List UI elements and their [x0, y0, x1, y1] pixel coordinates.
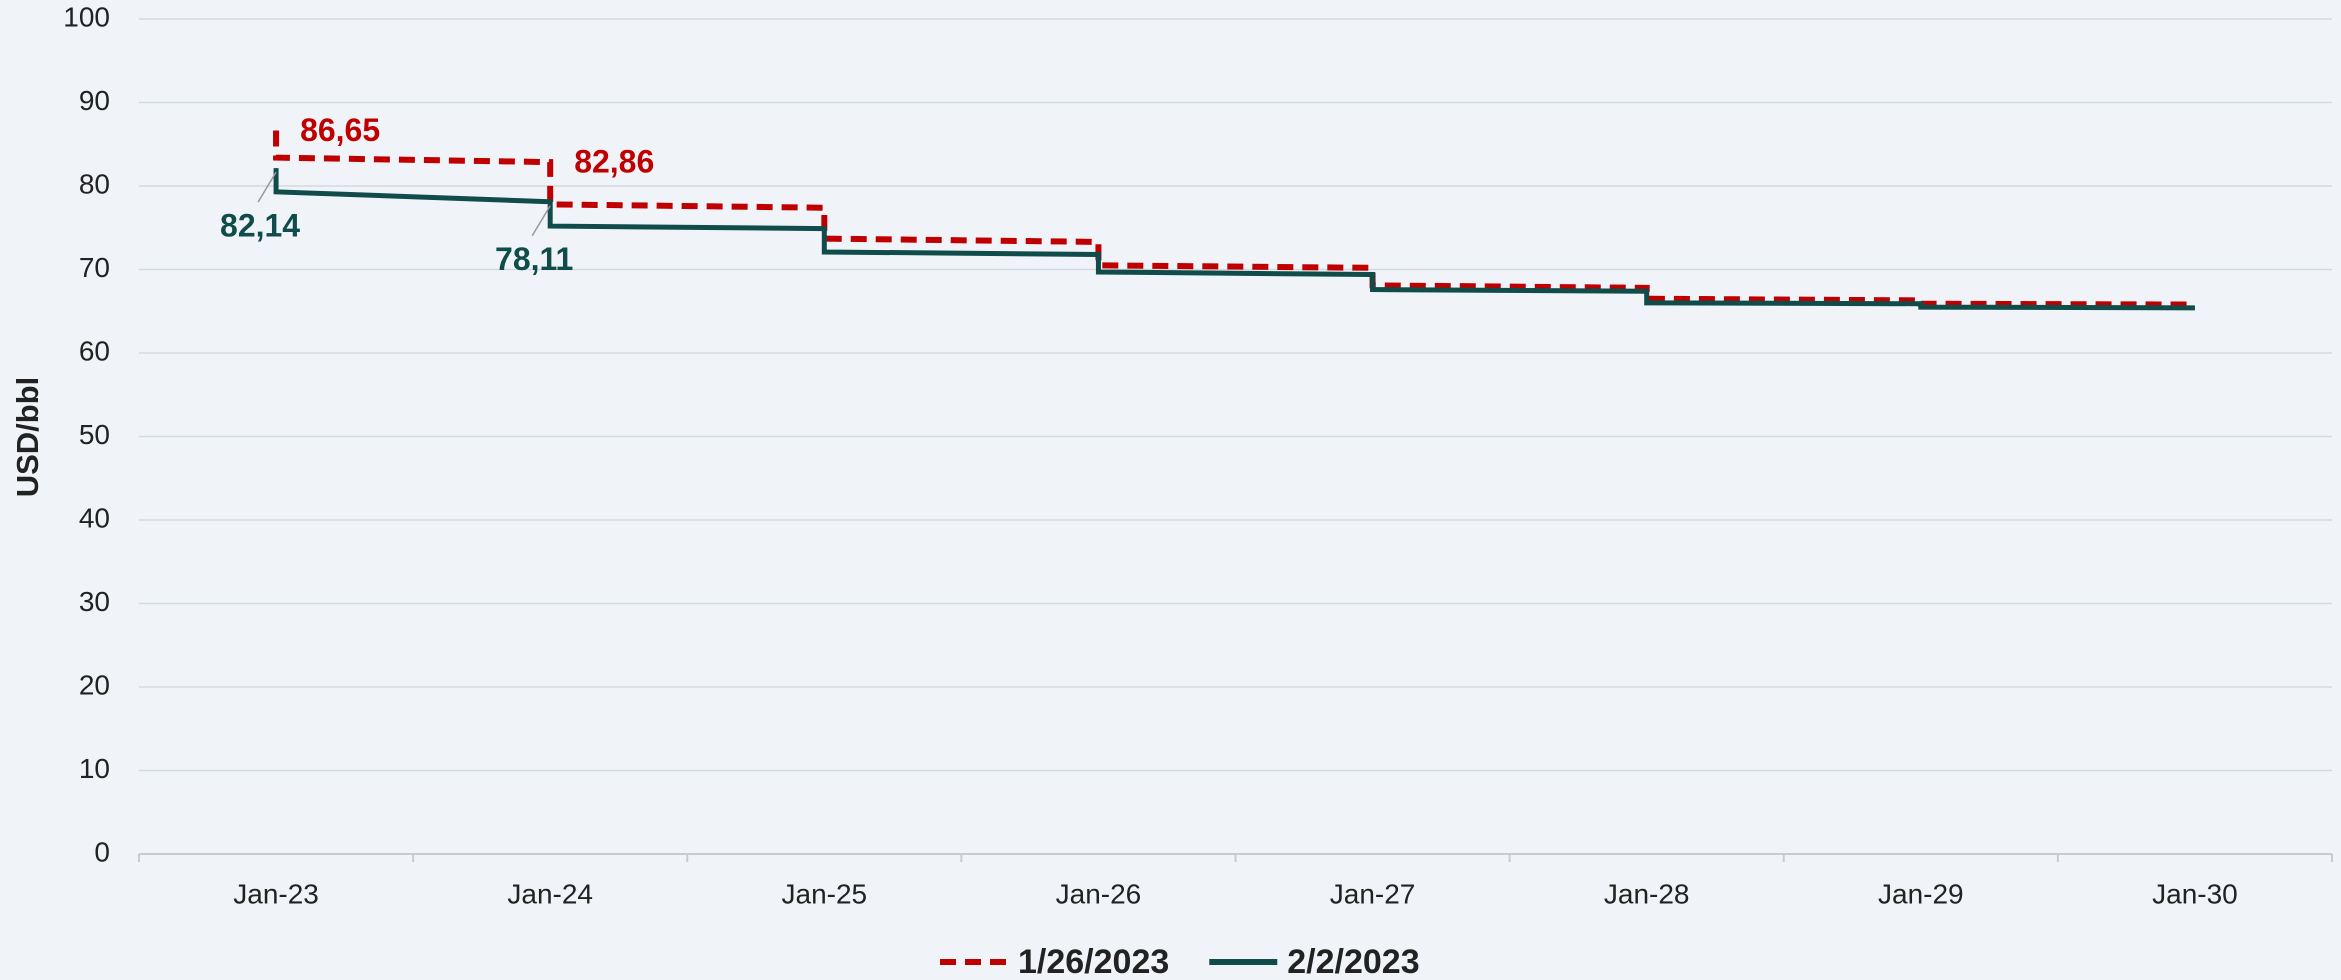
leader-line [257, 171, 277, 203]
data-label: 86,65 [300, 112, 380, 148]
x-tick-label: Jan-28 [1604, 878, 1690, 909]
x-tick-label: Jan-26 [1056, 878, 1142, 909]
legend-label: 1/26/2023 [1018, 943, 1169, 980]
x-tick-label: Jan-29 [1878, 878, 1964, 909]
leader-line [531, 205, 551, 237]
y-tick-label: 50 [79, 419, 110, 450]
x-tick-label: Jan-30 [2152, 878, 2238, 909]
x-tick-label: Jan-27 [1330, 878, 1416, 909]
y-tick-label: 20 [79, 669, 110, 700]
data-label: 78,11 [495, 241, 573, 277]
y-tick-label: 70 [79, 252, 110, 283]
y-tick-label: 10 [79, 753, 110, 784]
y-tick-label: 40 [79, 502, 110, 533]
series-line [273, 168, 2195, 311]
y-tick-label: 90 [79, 85, 110, 116]
x-tick-label: Jan-24 [507, 878, 593, 909]
legend-label: 2/2/2023 [1287, 943, 1419, 980]
x-tick-label: Jan-25 [782, 878, 868, 909]
data-label: 82,86 [574, 144, 654, 180]
y-tick-label: 80 [79, 168, 110, 199]
y-tick-label: 0 [94, 836, 110, 867]
data-label: 82,14 [220, 208, 300, 244]
y-axis-label: USD/bbl [10, 377, 45, 498]
x-tick-label: Jan-23 [233, 878, 319, 909]
y-tick-label: 30 [79, 586, 110, 617]
series-line [273, 130, 2195, 308]
y-tick-label: 60 [79, 335, 110, 366]
y-tick-label: 100 [63, 1, 110, 32]
